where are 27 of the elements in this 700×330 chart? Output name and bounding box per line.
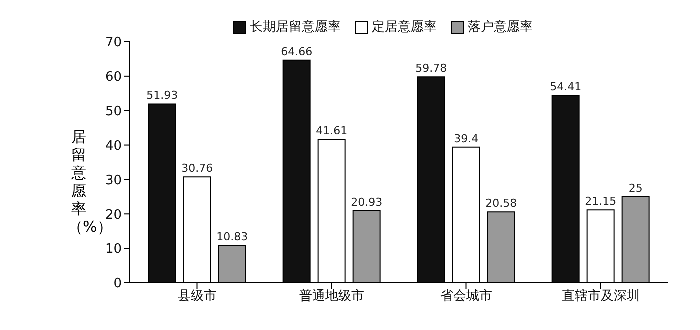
data-label: 41.61 — [316, 124, 348, 138]
x-tick-label: 县级市 — [178, 289, 217, 304]
y-tick-label: 30 — [105, 173, 122, 188]
x-tick-label: 直辖市及深圳 — [562, 289, 640, 304]
y-tick-label: 10 — [105, 242, 122, 258]
data-label: 59.78 — [416, 62, 448, 76]
data-label: 20.93 — [351, 196, 383, 209]
y-tick-label: 40 — [105, 138, 122, 154]
data-label: 54.41 — [550, 80, 582, 94]
data-label: 51.93 — [146, 89, 178, 102]
y-tick-label: 70 — [105, 36, 122, 51]
y-tick-label: 20 — [105, 208, 122, 223]
y-tick-label: 60 — [105, 70, 122, 86]
data-label: 30.76 — [182, 162, 214, 176]
data-label: 25 — [628, 182, 643, 195]
legend-label: 定居意愿率 — [371, 19, 437, 36]
legend-label: 落户意愿率 — [467, 19, 533, 36]
x-tick-label: 普通地级市 — [299, 288, 364, 304]
data-label: 20.58 — [486, 197, 518, 210]
data-label: 10.83 — [216, 230, 248, 244]
data-label: 39.4 — [454, 132, 479, 146]
data-label: 21.15 — [585, 195, 617, 208]
legend-label: 长期居留意愿率 — [249, 19, 341, 36]
x-tick-label: 省会城市 — [440, 289, 492, 304]
y-tick-label: 0 — [114, 276, 122, 292]
y-tick-label: 50 — [105, 104, 122, 120]
data-label: 64.66 — [281, 45, 313, 58]
